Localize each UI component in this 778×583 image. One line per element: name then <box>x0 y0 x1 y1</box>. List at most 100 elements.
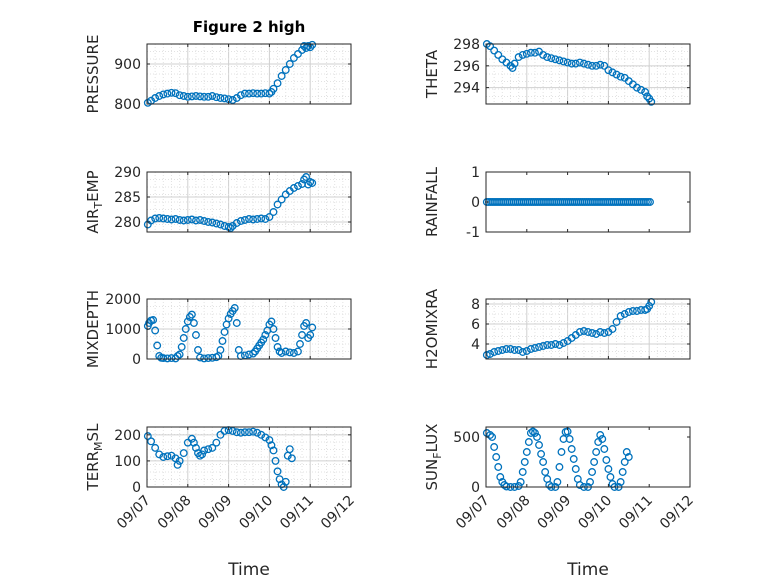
y-tick-label: 290 <box>114 165 141 181</box>
data-point <box>606 473 615 481</box>
data-point <box>596 60 605 69</box>
y-axis-label: PRESSURE <box>84 35 102 114</box>
data-point <box>269 208 278 216</box>
data-point <box>482 351 491 359</box>
data-point <box>600 445 609 453</box>
data-point <box>277 72 286 80</box>
data-point <box>531 48 539 57</box>
data-point <box>555 341 564 349</box>
data-point <box>194 346 202 354</box>
y-tick-label: 2000 <box>105 292 141 308</box>
data-point <box>575 481 584 489</box>
data-point <box>179 216 188 225</box>
y-tick-label: 0 <box>471 480 480 496</box>
data-point <box>559 339 568 347</box>
data-point <box>555 463 564 471</box>
data-point <box>232 219 241 227</box>
axes-box <box>485 426 691 488</box>
x-tick-label: 09/07 <box>114 493 154 533</box>
data-point <box>522 49 531 58</box>
y-tick-label: 500 <box>453 430 480 446</box>
data-point <box>267 441 276 450</box>
data-point <box>294 50 302 58</box>
y-axis-label: H2OMIXRA <box>423 288 441 369</box>
data-point <box>232 428 241 437</box>
data-point <box>588 329 597 337</box>
y-tick-label: -1 <box>466 225 480 241</box>
y-axis-label: RAINFALL <box>423 166 441 237</box>
data-point <box>563 58 572 67</box>
data-point <box>218 337 227 345</box>
data-point <box>526 345 535 353</box>
data-point <box>273 343 282 351</box>
y-tick-label: 298 <box>453 37 480 53</box>
data-point <box>633 83 641 92</box>
data-point <box>494 50 503 59</box>
data-point <box>641 88 650 96</box>
y-axis-label: THETA <box>423 49 441 99</box>
y-tick-label: 285 <box>114 190 141 206</box>
data-point <box>643 92 652 101</box>
data-point <box>633 307 641 315</box>
data-point <box>535 441 543 449</box>
data-point <box>200 217 209 225</box>
data-point <box>612 318 621 326</box>
data-point <box>547 341 556 349</box>
data-point <box>151 326 160 335</box>
data-point <box>159 90 168 99</box>
axes-box <box>146 43 352 105</box>
data-point <box>271 456 280 465</box>
data-point <box>518 50 527 59</box>
data-point <box>514 482 523 490</box>
data-point <box>200 446 209 455</box>
data-point <box>230 304 239 312</box>
data-point <box>175 456 184 465</box>
data-point <box>551 55 560 64</box>
data-point <box>198 450 207 459</box>
data-point <box>151 94 160 102</box>
data-point <box>245 89 253 98</box>
data-point <box>608 325 617 333</box>
data-point <box>506 61 515 70</box>
x-tick-label: 09/11 <box>277 493 317 533</box>
data-point <box>298 46 306 54</box>
plot-area <box>486 427 690 487</box>
data-point <box>289 54 298 62</box>
data-point <box>306 331 315 339</box>
x-tick-label: 09/10 <box>575 493 615 533</box>
data-point <box>208 92 217 100</box>
y-tick-label: 8 <box>471 297 480 313</box>
data-point <box>567 59 576 68</box>
data-point <box>151 443 160 452</box>
data-point <box>159 214 168 223</box>
data-point <box>539 458 548 466</box>
data-point <box>196 216 204 224</box>
data-point <box>645 302 654 310</box>
data-point <box>596 328 605 336</box>
data-point <box>302 173 311 181</box>
data-point <box>308 40 317 49</box>
data-point <box>269 325 278 333</box>
subplot-pressure: 800 900 PRESSURE Figure 2 high <box>84 18 352 114</box>
data-point <box>496 473 505 481</box>
chart-title: Figure 2 high <box>193 18 306 36</box>
data-point <box>163 89 172 98</box>
data-point <box>637 85 645 94</box>
data-point <box>620 310 629 318</box>
data-point <box>518 468 527 476</box>
axes-box <box>146 426 352 488</box>
data-point <box>271 334 280 342</box>
data-point <box>240 428 249 437</box>
data-point <box>159 453 168 461</box>
data-point <box>528 427 537 436</box>
y-tick-label: 800 <box>114 97 141 113</box>
data-point <box>302 44 311 52</box>
data-point <box>220 94 229 103</box>
data-point <box>547 54 556 63</box>
data-point <box>200 92 209 101</box>
data-point <box>153 341 162 350</box>
data-point <box>553 478 562 486</box>
data-point <box>267 317 276 326</box>
data-point <box>541 468 550 476</box>
y-tick-label: 280 <box>114 215 141 231</box>
